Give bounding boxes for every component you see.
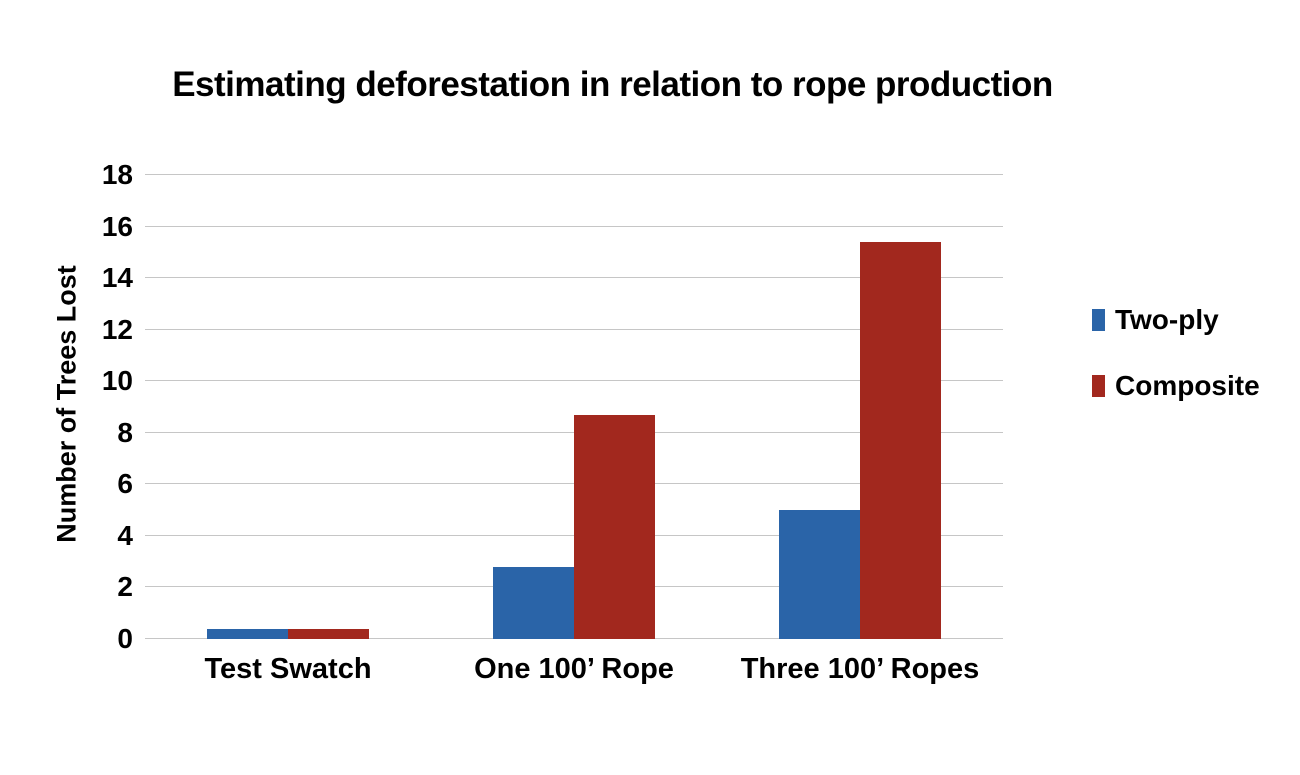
legend: Two-ply Composite — [1092, 298, 1260, 430]
gridline — [145, 328, 1003, 330]
plot-area — [145, 174, 1003, 639]
gridline — [145, 225, 1003, 227]
legend-swatch-two-ply — [1092, 309, 1105, 331]
y-axis-tick-label: 2 — [117, 571, 133, 603]
bar-composite — [288, 628, 369, 639]
y-axis-tick-label: 10 — [101, 365, 133, 397]
y-axis-tick-label: 12 — [101, 313, 133, 345]
y-axis-tick-labels: 0 2 4 6 8 10 12 14 16 18 — [0, 159, 133, 654]
legend-label-composite: Composite — [1115, 370, 1260, 401]
y-axis-tick-label: 6 — [117, 468, 133, 500]
bar-composite — [574, 414, 655, 639]
bar-two-ply — [493, 566, 574, 639]
x-axis-category-label: Three 100’ Ropes — [740, 653, 980, 685]
gridline — [145, 174, 1003, 175]
legend-item-composite: Composite — [1092, 364, 1260, 408]
x-axis-category-label: Test Swatch — [204, 653, 372, 685]
bar-two-ply — [207, 628, 288, 639]
y-axis-tick-label: 4 — [117, 519, 133, 551]
bar-composite — [860, 242, 941, 639]
x-axis-labels: Test Swatch One 100’ Rope Three 100’ Ropes — [145, 653, 1003, 695]
x-axis-category-label: One 100’ Rope — [474, 653, 674, 685]
y-axis-tick-label: 18 — [101, 159, 133, 190]
legend-swatch-composite — [1092, 375, 1105, 397]
y-axis-tick-label: 8 — [117, 416, 133, 448]
gridline — [145, 380, 1003, 382]
legend-item-two-ply: Two-ply — [1092, 298, 1260, 342]
y-axis-tick-label: 0 — [117, 623, 133, 654]
y-axis-tick-label: 16 — [101, 210, 133, 242]
bar-two-ply — [779, 510, 860, 639]
gridline — [145, 277, 1003, 279]
y-axis-tick-label: 14 — [101, 262, 133, 294]
legend-label-two-ply: Two-ply — [1115, 304, 1219, 335]
chart-title: Estimating deforestation in relation to … — [172, 65, 1053, 104]
